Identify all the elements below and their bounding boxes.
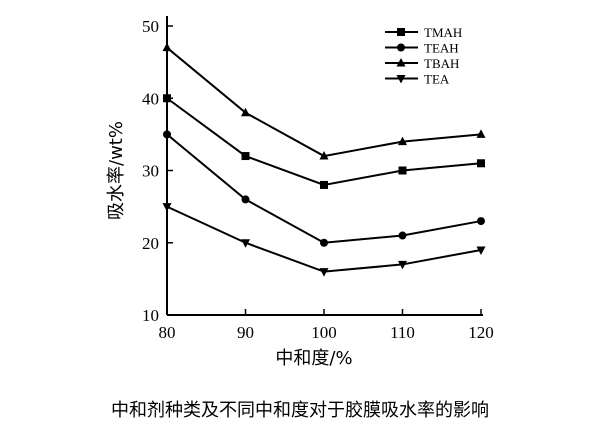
x-tick-label: 100 <box>311 323 337 342</box>
legend-label: TEA <box>424 72 450 87</box>
x-tick-label: 110 <box>390 323 415 342</box>
data-point-tea <box>319 268 329 277</box>
figure-caption: 中和剂种类及不同中和度对于胶膜吸水率的影响 <box>111 400 489 421</box>
data-point-teah <box>163 130 171 139</box>
y-tick-label: 50 <box>142 17 159 36</box>
data-point-tmah <box>398 166 407 175</box>
series-line-tmah <box>166 97 482 186</box>
legend-marker-tbah <box>396 58 406 67</box>
legend-marker-tmah <box>397 28 405 36</box>
data-point-tmah <box>241 152 250 161</box>
data-point-tea <box>398 260 407 270</box>
y-axis-label: 吸水率/wt% <box>106 121 127 220</box>
legend-label: TBAH <box>424 56 459 71</box>
legend-label: TEAH <box>424 41 459 56</box>
data-point-teah <box>398 231 407 240</box>
x-tick-label: 80 <box>159 323 176 342</box>
data-point-tea <box>241 239 250 248</box>
legend-marker-tea <box>396 75 406 84</box>
data-point-tbah <box>162 42 172 52</box>
data-point-tbah <box>241 107 250 117</box>
x-tick-label: 90 <box>237 323 254 342</box>
x-tick-label: 120 <box>468 323 494 342</box>
data-point-tbah <box>319 151 329 160</box>
y-tick-label: 40 <box>142 89 159 108</box>
y-tick-label: 30 <box>142 162 159 181</box>
data-point-tmah <box>163 94 171 103</box>
data-point-tbah <box>398 136 407 146</box>
y-tick-label: 10 <box>142 306 159 325</box>
x-axis-label: 中和度/% <box>275 348 352 369</box>
data-point-tbah <box>476 129 486 138</box>
data-point-tmah <box>477 159 485 168</box>
legend-marker-teah <box>397 43 405 52</box>
data-point-tmah <box>320 180 328 189</box>
data-point-teah <box>477 217 485 226</box>
y-tick-label: 20 <box>142 234 159 253</box>
data-point-tea <box>476 246 486 255</box>
legend-label: TMAH <box>424 25 462 40</box>
data-point-tea <box>162 203 172 212</box>
data-point-teah <box>320 238 328 247</box>
data-point-teah <box>241 195 250 204</box>
